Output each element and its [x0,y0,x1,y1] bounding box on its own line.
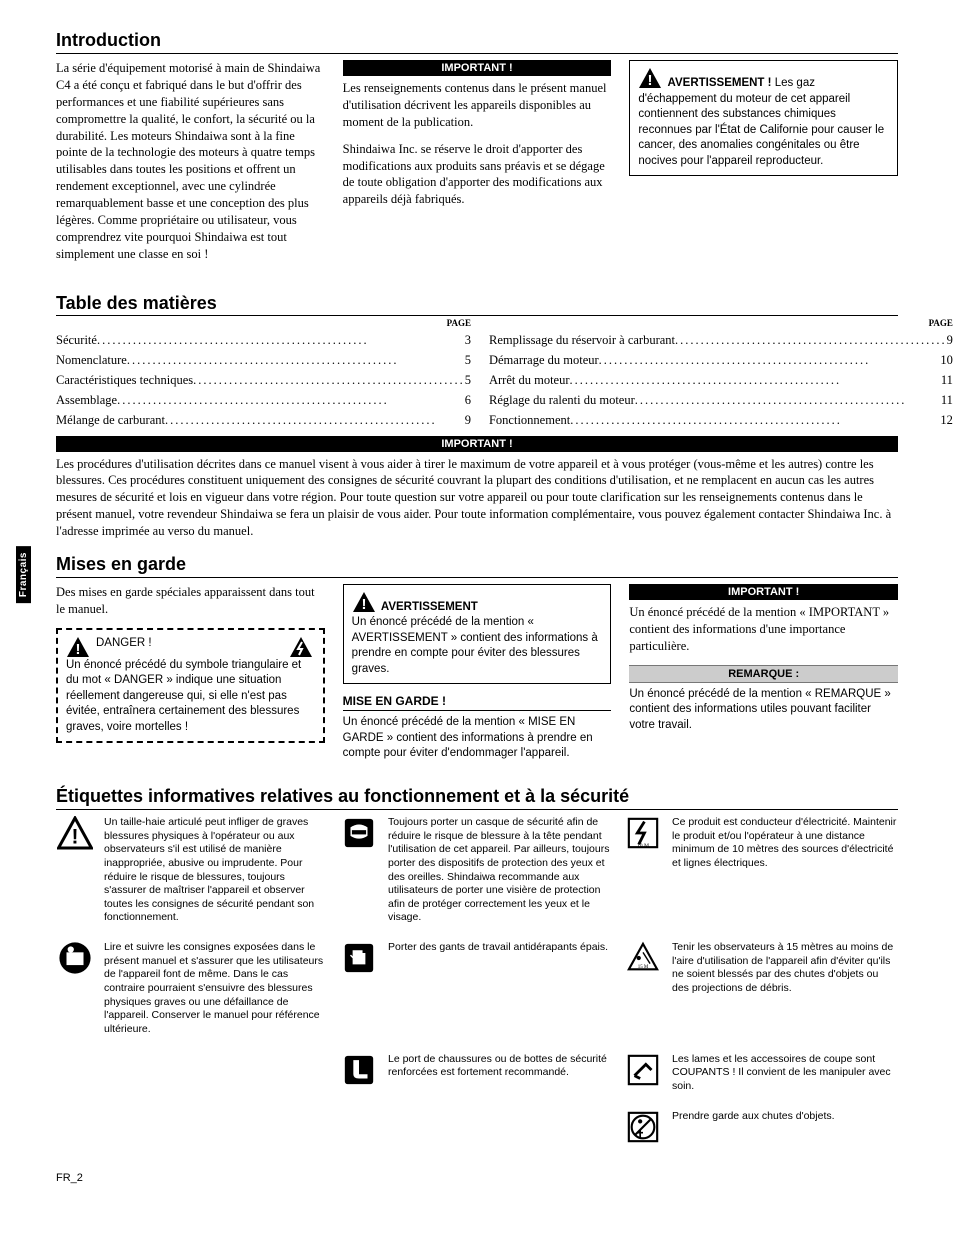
bystander-distance-icon: 15 M [625,941,661,975]
remarque-bar: REMARQUE : [629,665,898,683]
mise-body: Un énoncé précédé de la mention « MISE E… [343,715,612,762]
falling-objects-icon [625,1110,661,1144]
label-text: Un taille-haie articulé peut infliger de… [104,816,330,925]
label-text: Les lames et les accessoires de coupe so… [672,1053,898,1094]
warning-box: ! AVERTISSEMENT ! Les gaz d'échappement … [629,60,898,176]
toc-item: Mélange de carburant [56,410,165,430]
helmet-goggles-icon [341,816,377,850]
svg-text:10 M: 10 M [637,843,649,849]
toc-item: Sécurité [56,330,97,350]
read-manual-icon [57,941,93,975]
toc-important-body: Les procédures d'utilisation décrites da… [56,456,898,540]
toc-page: 9 [465,410,471,430]
important-bar: IMPORTANT ! [56,436,898,452]
label-text: Porter des gants de travail antidérapant… [388,941,614,1036]
avert-body: Un énoncé précédé de la mention « AVERTI… [352,616,598,675]
svg-text:!: ! [361,596,366,613]
mises-heading: Mises en garde [56,554,898,578]
toc-page: 10 [940,350,953,370]
page-label: PAGE [489,318,953,328]
label-text: Prendre garde aux chutes d'objets. [672,1110,898,1144]
toc-page: 12 [940,410,953,430]
warning-heading: AVERTISSEMENT ! [668,77,772,89]
svg-text:!: ! [76,641,81,658]
danger-heading: DANGER ! [96,637,152,649]
toc-heading: Table des matières [56,293,237,316]
toc-page: 11 [941,370,953,390]
toc-page: 9 [947,330,953,350]
page-number: FR_2 [56,1172,898,1184]
important-body: Un énoncé précédé de la mention « IMPORT… [629,604,898,655]
avert-box: ! AVERTISSEMENT Un énoncé précédé de la … [343,584,612,685]
svg-text:!: ! [72,826,79,849]
mise-heading: MISE EN GARDE ! [343,694,612,711]
sharp-blade-icon [625,1053,661,1087]
warning-triangle-icon: ! [57,816,93,850]
danger-box: ! DANGER ! Un énoncé précédé du symbole … [56,628,325,744]
boots-icon [341,1053,377,1087]
toc-page: 11 [941,390,953,410]
warning-body: Les gaz d'échappement du moteur de cet a… [638,77,884,167]
mises-intro: Des mises en garde spéciales apparaissen… [56,584,325,618]
remarque-body: Un énoncé précédé de la mention « REMARQ… [629,687,898,734]
label-text: Ce produit est conducteur d'électricité.… [672,816,898,925]
toc-item: Caractéristiques techniques [56,370,193,390]
danger-body: Un énoncé précédé du symbole triangulair… [66,659,301,733]
svg-text:!: ! [648,72,653,89]
label-text: Lire et suivre les consignes exposées da… [104,941,330,1036]
electricity-icon: 10 M [625,816,661,850]
toc-item: Fonctionnement [489,410,570,430]
toc-page: 3 [465,330,471,350]
danger-triangle-icon: ! [66,636,90,658]
important-bar: IMPORTANT ! [343,60,612,76]
label-text: Toujours porter un casque de sécurité af… [388,816,614,925]
toc-item: Nomenclature [56,350,127,370]
toc-item: Assemblage [56,390,117,410]
toc-page: 6 [465,390,471,410]
label-text: Tenir les observateurs à 15 mètres au mo… [672,941,898,1036]
toc-page: 5 [465,350,471,370]
lightning-triangle-icon [289,636,313,658]
important-bar: IMPORTANT ! [629,584,898,600]
page-label: PAGE [56,318,471,328]
introduction-heading: Introduction [56,30,898,54]
introduction-body: La série d'équipement motorisé à main de… [56,60,325,263]
avert-heading: AVERTISSEMENT [381,601,478,613]
warning-triangle-icon: ! [638,67,662,89]
toc-item: Démarrage du moteur [489,350,599,370]
important-body-1: Les renseignements contenus dans le prés… [343,80,612,131]
warning-triangle-icon: ! [352,591,376,613]
toc-item: Remplissage du réservoir à carburant [489,330,675,350]
toc-item: Arrêt du moteur [489,370,570,390]
gloves-icon [341,941,377,975]
svg-text:15 M: 15 M [638,965,649,970]
toc-page: 5 [465,370,471,390]
toc-item: Réglage du ralenti du moteur [489,390,635,410]
language-tab: Français [16,546,31,603]
labels-heading: Étiquettes informatives relatives au fon… [56,786,898,810]
important-body-2: Shindaiwa Inc. se réserve le droit d'app… [343,141,612,209]
label-text: Le port de chaussures ou de bottes de sé… [388,1053,614,1094]
